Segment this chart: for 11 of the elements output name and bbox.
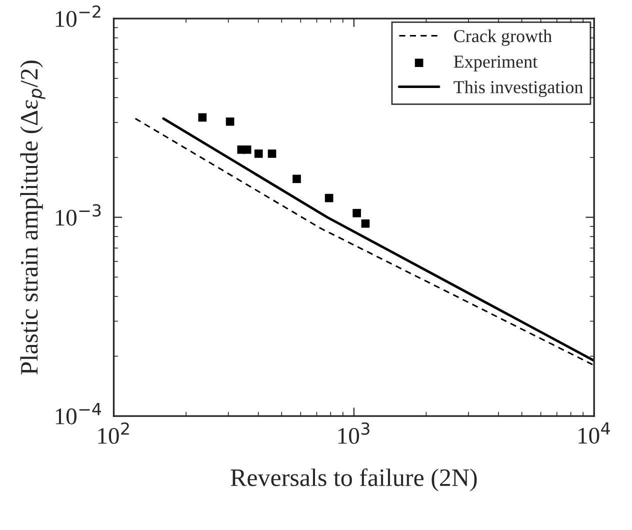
legend-label: Experiment [454,56,538,72]
x-axis-title: Reversals to failure (2N) [230,468,477,492]
x-tick-label: 10$^{4}$ [578,422,610,444]
legend-label: Crack growth [454,29,552,46]
x-tick-label: 10$^{3}$ [338,422,370,444]
y-tick-label: 10$^{−3}$ [56,204,101,226]
y-tick-label: 10$^{−2}$ [56,5,100,27]
y-axis-title: Plastic strain amplitude (Δε$_{p}$/2) [20,60,46,374]
x-tick-label: 10$^{2}$ [98,422,129,444]
legend-label: This investigation [454,80,583,97]
y-tick-label: 10$^{−4}$ [56,403,102,424]
